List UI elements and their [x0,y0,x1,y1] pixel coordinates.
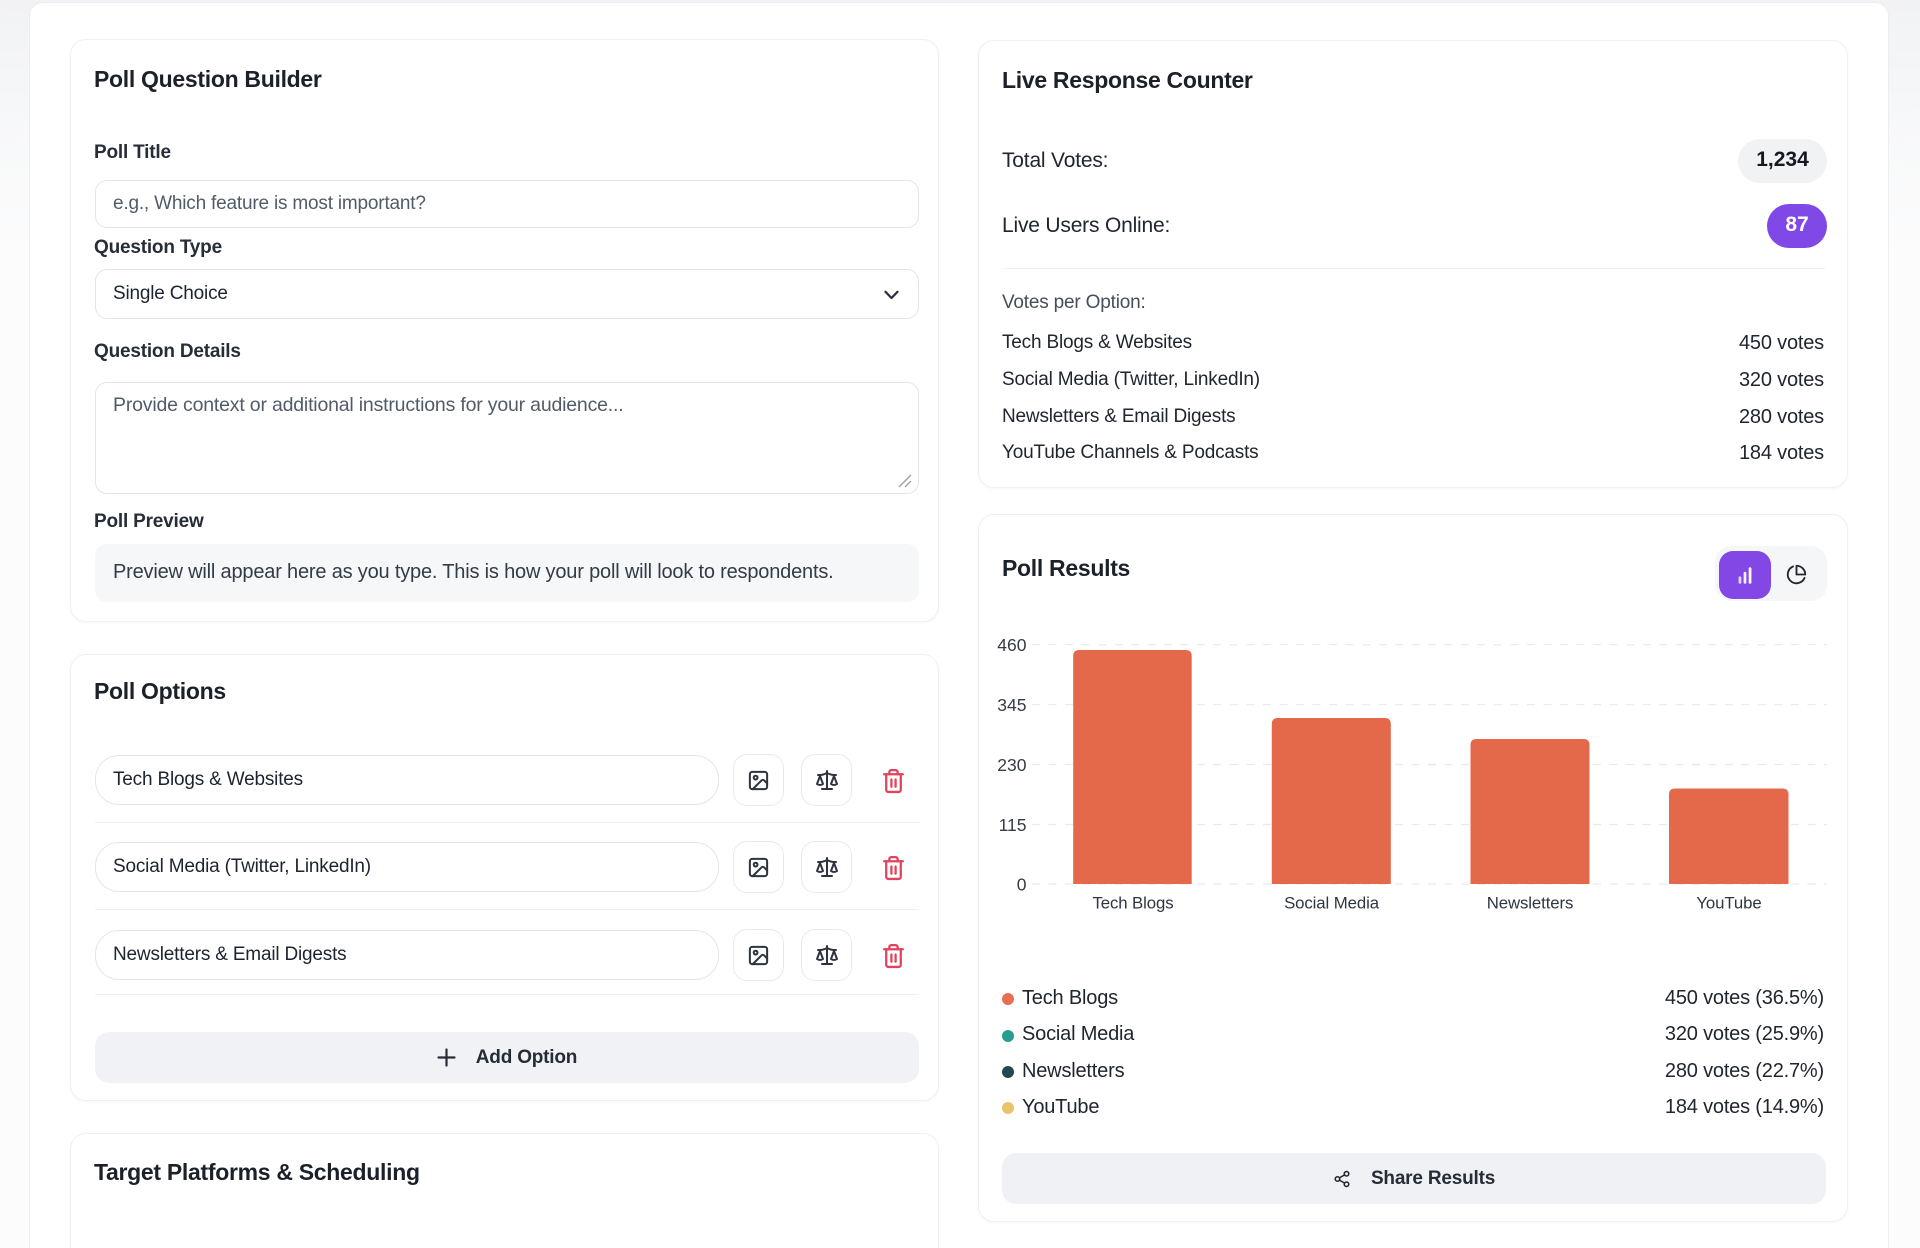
svg-text:Social Media: Social Media [1284,894,1380,913]
svg-text:230: 230 [997,755,1026,775]
svg-text:Newsletters: Newsletters [1487,894,1574,913]
svg-text:115: 115 [999,815,1027,835]
svg-text:345: 345 [997,695,1026,715]
svg-text:460: 460 [997,635,1026,655]
svg-text:0: 0 [1017,874,1027,894]
svg-text:YouTube: YouTube [1696,894,1761,913]
svg-text:Tech Blogs: Tech Blogs [1092,894,1173,913]
